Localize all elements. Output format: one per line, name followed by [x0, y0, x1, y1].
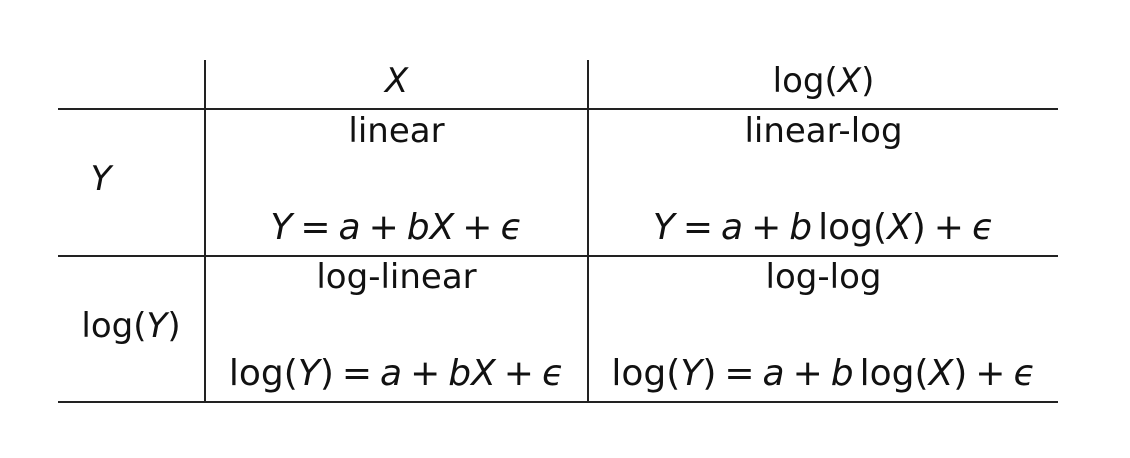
cell-linear-log-name: linear-log — [744, 111, 903, 151]
bottom-rule — [58, 401, 1058, 403]
row-divider — [58, 255, 1058, 257]
row-header-log-y: log(Y) — [81, 306, 181, 346]
cell-log-linear-name: log-linear — [316, 257, 477, 297]
cell-linear-log-equation: Y = a + b log(X) + ϵ — [652, 207, 995, 248]
column-divider — [587, 60, 589, 403]
row-header-divider — [204, 60, 206, 403]
cell-log-linear-equation: log(Y) = a + bX + ϵ — [228, 353, 565, 394]
column-header-x: X — [384, 61, 409, 101]
row-header-y: Y — [90, 159, 112, 199]
cell-linear-equation: Y = a + bX + ϵ — [270, 207, 523, 248]
column-header-log-x: log(X) — [772, 61, 875, 101]
cell-log-log-equation: log(Y) = a + b log(X) + ϵ — [611, 353, 1036, 394]
header-rule — [58, 108, 1058, 110]
cell-log-log-name: log-log — [765, 257, 882, 297]
cell-linear-name: linear — [348, 111, 445, 151]
